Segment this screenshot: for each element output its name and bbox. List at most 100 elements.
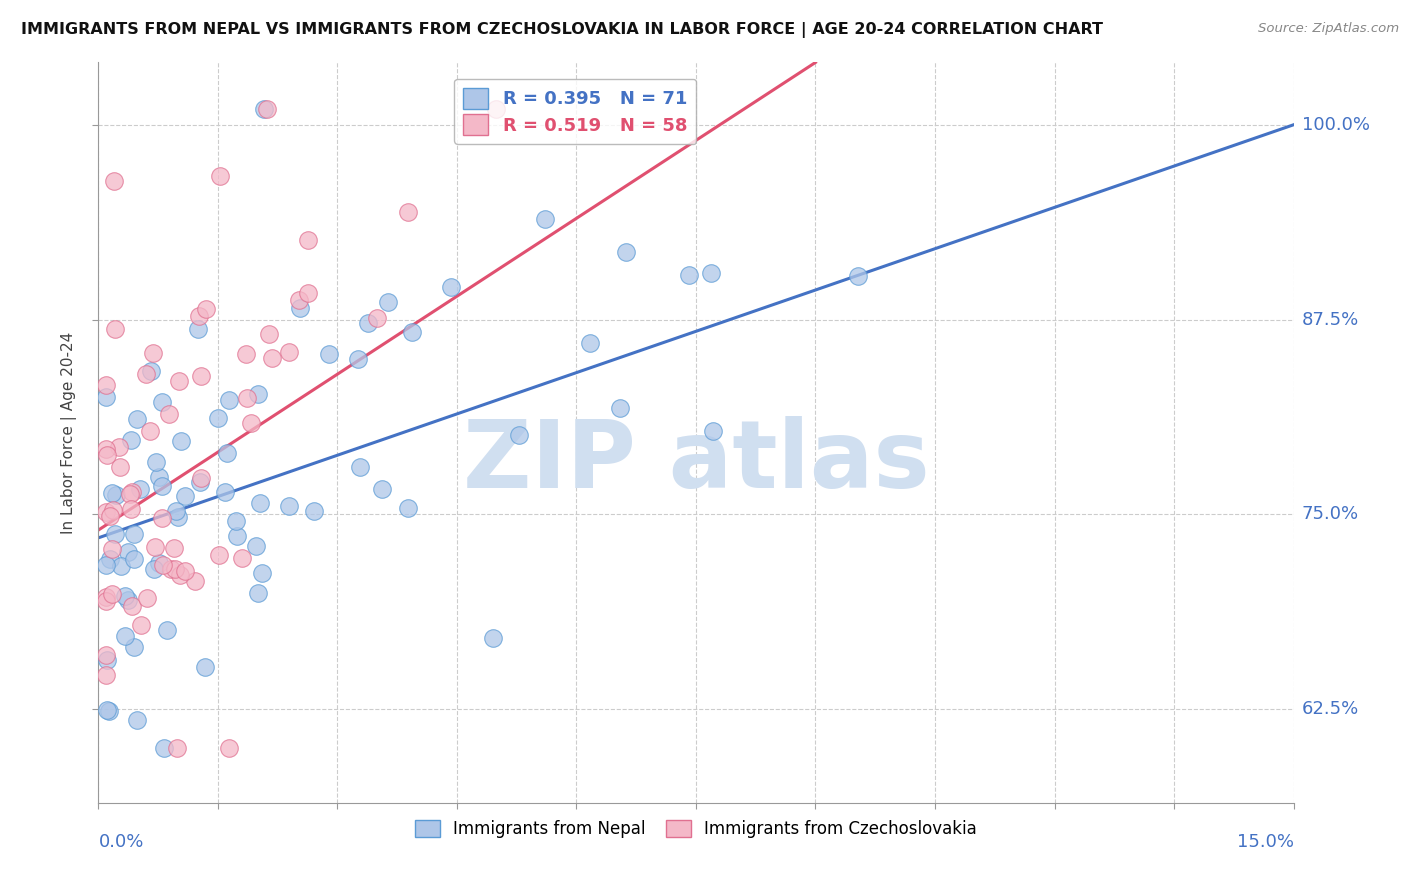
- Point: [247, 387, 270, 401]
- Point: [609, 401, 631, 415]
- Point: [114, 589, 136, 603]
- Point: [485, 102, 508, 116]
- Point: [96, 591, 118, 605]
- Point: [152, 558, 174, 572]
- Point: [103, 173, 125, 187]
- Point: [366, 310, 388, 325]
- Point: [96, 668, 118, 682]
- Point: [142, 346, 165, 360]
- Point: [371, 482, 394, 496]
- Point: [297, 233, 319, 247]
- Point: [277, 499, 299, 513]
- Point: [97, 704, 120, 718]
- Point: [194, 660, 217, 674]
- Point: [226, 529, 249, 543]
- Text: 75.0%: 75.0%: [1302, 506, 1360, 524]
- Point: [195, 301, 218, 316]
- Point: [678, 268, 700, 282]
- Point: [166, 741, 188, 756]
- Point: [297, 285, 319, 300]
- Point: [256, 102, 278, 116]
- Point: [165, 503, 187, 517]
- Point: [170, 434, 193, 449]
- Point: [100, 508, 122, 523]
- Point: [96, 594, 118, 608]
- Point: [702, 424, 724, 438]
- Point: [96, 390, 118, 404]
- Point: [150, 479, 173, 493]
- Text: 0.0%: 0.0%: [98, 833, 143, 851]
- Point: [187, 322, 209, 336]
- Text: IMMIGRANTS FROM NEPAL VS IMMIGRANTS FROM CZECHOSLOVAKIA IN LABOR FORCE | AGE 20-: IMMIGRANTS FROM NEPAL VS IMMIGRANTS FROM…: [21, 22, 1104, 38]
- Point: [108, 460, 131, 475]
- Point: [96, 448, 118, 462]
- Point: [145, 455, 167, 469]
- Point: [482, 631, 505, 645]
- Point: [150, 395, 173, 409]
- Y-axis label: In Labor Force | Age 20-24: In Labor Force | Age 20-24: [60, 332, 77, 533]
- Point: [165, 561, 187, 575]
- Point: [188, 475, 211, 490]
- Point: [125, 713, 148, 727]
- Point: [96, 558, 118, 572]
- Point: [167, 374, 190, 388]
- Point: [101, 542, 124, 557]
- Point: [96, 703, 118, 717]
- Point: [218, 741, 240, 756]
- Point: [156, 623, 179, 637]
- Point: [120, 487, 142, 501]
- Point: [135, 367, 157, 381]
- Point: [699, 266, 721, 280]
- Point: [249, 496, 271, 510]
- Point: [142, 562, 165, 576]
- Point: [127, 411, 149, 425]
- Point: [105, 488, 128, 502]
- Point: [235, 347, 257, 361]
- Point: [257, 326, 280, 341]
- Point: [349, 459, 371, 474]
- Point: [135, 591, 157, 605]
- Point: [121, 502, 143, 516]
- Point: [101, 486, 124, 500]
- Point: [508, 428, 530, 442]
- Point: [846, 269, 869, 284]
- Text: 62.5%: 62.5%: [1302, 700, 1360, 718]
- Point: [96, 648, 118, 662]
- Point: [117, 545, 139, 559]
- Point: [252, 566, 274, 581]
- Point: [262, 351, 284, 366]
- Point: [121, 599, 143, 614]
- Point: [101, 587, 124, 601]
- Point: [396, 204, 419, 219]
- Point: [150, 510, 173, 524]
- Point: [96, 442, 118, 456]
- Point: [579, 335, 602, 350]
- Point: [253, 102, 276, 116]
- Point: [184, 574, 207, 588]
- Point: [214, 484, 236, 499]
- Point: [114, 629, 136, 643]
- Point: [231, 551, 253, 566]
- Point: [346, 351, 368, 366]
- Point: [288, 293, 311, 307]
- Point: [225, 514, 247, 528]
- Point: [278, 345, 301, 359]
- Point: [614, 244, 637, 259]
- Text: 87.5%: 87.5%: [1302, 310, 1360, 328]
- Text: 100.0%: 100.0%: [1302, 116, 1369, 134]
- Point: [148, 470, 170, 484]
- Point: [167, 510, 190, 524]
- Point: [98, 551, 121, 566]
- Point: [96, 378, 118, 392]
- Point: [174, 564, 197, 578]
- Point: [143, 540, 166, 554]
- Point: [290, 301, 312, 315]
- Point: [103, 503, 125, 517]
- Point: [302, 504, 325, 518]
- Text: Source: ZipAtlas.com: Source: ZipAtlas.com: [1258, 22, 1399, 36]
- Point: [122, 527, 145, 541]
- Point: [148, 557, 170, 571]
- Point: [190, 471, 212, 485]
- Point: [139, 424, 162, 438]
- Point: [110, 559, 132, 574]
